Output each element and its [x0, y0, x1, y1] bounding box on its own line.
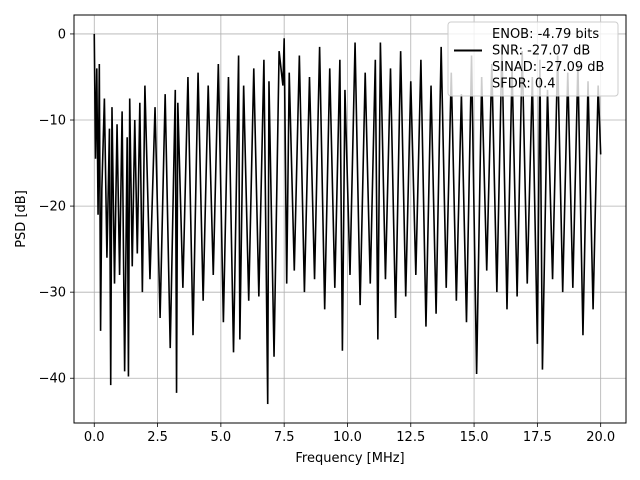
x-tick-label: 10.0	[333, 430, 362, 445]
legend-entry: ENOB: -4.79 bits	[492, 27, 599, 42]
axes-frame	[73, 14, 627, 424]
legend-entry: SINAD: -27.09 dB	[492, 60, 604, 75]
y-tick-label: −10	[39, 114, 66, 129]
y-tick-label: 0	[58, 27, 66, 42]
x-tick-label: 12.5	[396, 430, 425, 445]
legend-entry: SNR: -27.07 dB	[492, 44, 590, 59]
x-tick-label: 20.0	[586, 430, 615, 445]
y-tick-label: −40	[39, 372, 66, 387]
x-tick-label: 2.5	[147, 430, 168, 445]
x-tick-label: 15.0	[460, 430, 489, 445]
x-tick-label: 5.0	[211, 430, 232, 445]
x-axis-label: Frequency [MHz]	[295, 451, 404, 466]
plot-area	[93, 33, 602, 405]
psd-series-line	[93, 33, 602, 405]
x-tick-label: 0.0	[84, 430, 105, 445]
legend-box	[447, 21, 619, 97]
legend-entry: SFDR: 0.4	[492, 77, 556, 92]
y-tick-label: −20	[39, 200, 66, 215]
y-tick-label: −30	[39, 286, 66, 301]
x-tick-label: 17.5	[523, 430, 552, 445]
y-axis-label: PSD [dB]	[14, 190, 29, 248]
y-axis-ticks: 0 −10 −20 −30 −40	[39, 27, 74, 387]
x-axis-ticks: 0.0 2.5 5.0 7.5 10.0 12.5 15.0 17.5 20.0	[84, 423, 615, 445]
x-tick-label: 7.5	[274, 430, 295, 445]
